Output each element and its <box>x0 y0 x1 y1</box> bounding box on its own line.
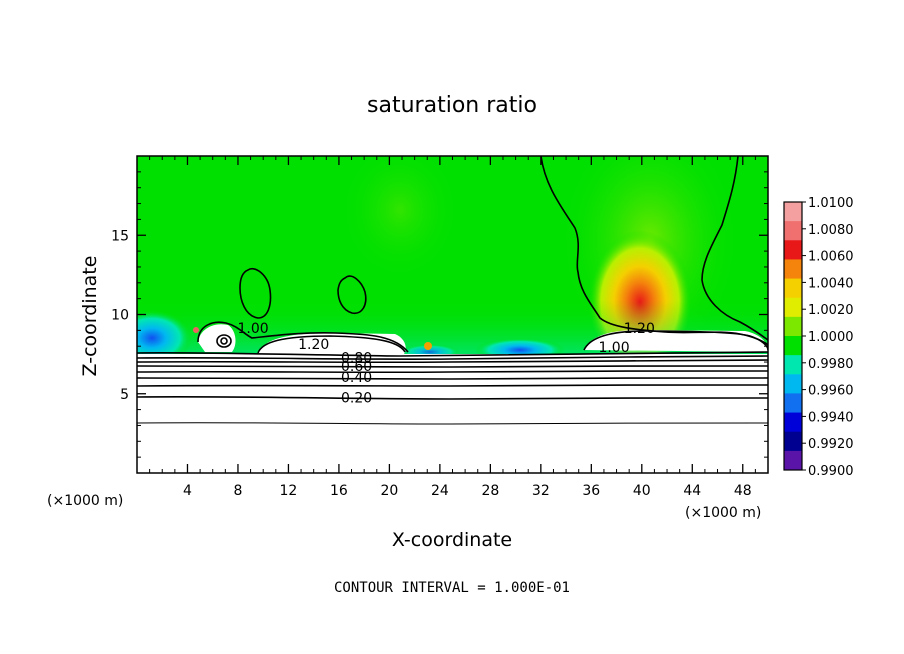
colorbar-swatch <box>784 259 802 280</box>
colorbar-swatch <box>784 278 802 299</box>
colorbar-label: 1.0100 <box>808 196 854 211</box>
contour-line <box>137 422 768 425</box>
colorbar: 1.0100 1.0080 1.0060 1.0040 1.0020 1.0000 0.99… <box>783 196 854 479</box>
contour-label: 1.00 <box>598 340 629 356</box>
colorbar-label: 0.9900 <box>808 464 854 479</box>
colorbar-swatch <box>784 316 802 337</box>
contour-interval-note: CONTOUR INTERVAL = 1.000E-01 <box>334 580 570 596</box>
contour-label: 1.00 <box>238 321 269 337</box>
x-tick-label: 24 <box>431 483 449 499</box>
cloud-region <box>584 330 768 352</box>
x-tick-label: 28 <box>481 483 499 499</box>
contour-line <box>137 351 768 357</box>
contour-line <box>137 359 768 364</box>
cloud-region <box>198 324 236 352</box>
colorbar-label: 1.0000 <box>808 330 854 345</box>
colorbar-label: 0.9980 <box>808 357 854 372</box>
contour-label: 1.20 <box>624 321 655 337</box>
colorbar-swatch <box>784 202 802 222</box>
contour-label: 0.20 <box>341 391 372 407</box>
warm-spot <box>424 342 432 350</box>
x-tick-label: 40 <box>633 483 651 499</box>
colorbar-label: 1.0060 <box>808 250 854 265</box>
colorbar-label: 0.9960 <box>808 384 854 399</box>
x-tick-label: 16 <box>330 483 348 499</box>
contour-line <box>239 268 272 319</box>
x-tick-label: 44 <box>683 483 701 499</box>
x-tick-label: 12 <box>280 483 298 499</box>
contour-line <box>137 355 768 361</box>
contour-line <box>137 377 768 380</box>
colorbar-swatch <box>784 374 802 394</box>
x-tick-label: 48 <box>734 483 752 499</box>
contour-line <box>701 156 768 341</box>
colorbar-swatch <box>784 431 802 452</box>
x-tick-label: 32 <box>532 483 550 499</box>
warm-spot <box>193 327 199 333</box>
contour-line <box>220 337 228 345</box>
colorbar-swatch <box>784 355 802 375</box>
contour-label: 0.60 <box>341 359 372 375</box>
colorbar-swatch <box>784 450 802 471</box>
y-tick-label: 15 <box>111 228 129 244</box>
contour-line <box>197 321 409 353</box>
x-tick-label: 8 <box>233 483 242 499</box>
contour-line <box>137 396 768 400</box>
colorbar-swatch <box>784 393 802 414</box>
colorbar-swatch <box>784 336 802 356</box>
cold-region <box>137 310 192 366</box>
colorbar-label: 1.0040 <box>808 276 854 291</box>
contour-labels: 1.00 1.20 0.800.600.40 0.20 1.20 1.00 <box>238 321 655 407</box>
colorbar-swatch <box>784 297 802 318</box>
contour-line <box>583 330 768 351</box>
colorbar-swatch <box>784 412 802 433</box>
x-tick-label: 4 <box>183 483 192 499</box>
chart-title: saturation ratio <box>367 93 537 118</box>
warm-halo <box>340 156 460 280</box>
contour-line <box>216 334 232 348</box>
x-axis-label: X-coordinate <box>392 529 512 551</box>
contour-label: 1.20 <box>298 337 329 353</box>
contour-line <box>137 384 768 387</box>
contour-line <box>337 275 367 315</box>
colorbar-label: 0.9940 <box>808 410 854 425</box>
contour-line <box>137 365 768 368</box>
colorbar-label: 1.0080 <box>808 223 854 238</box>
contour-line <box>257 335 406 354</box>
x-unit-right: (×1000 m) <box>685 505 761 521</box>
x-tick-label: 20 <box>380 483 398 499</box>
y-axis-label: Z-coordinate <box>79 256 101 377</box>
contour-label: 0.40 <box>341 370 372 386</box>
y-tick-label: 5 <box>120 387 129 403</box>
colorbar-label: 1.0020 <box>808 303 854 318</box>
lower-region <box>137 354 768 473</box>
contour-label: 0.80 <box>341 350 372 366</box>
x-unit-left: (×1000 m) <box>47 493 123 509</box>
x-tick-label: 36 <box>582 483 600 499</box>
plot-field: 1.00 1.20 0.800.600.40 0.20 1.20 1.00 <box>137 156 768 473</box>
contour-line <box>137 370 768 374</box>
colorbar-swatch <box>784 240 802 260</box>
y-tick-label: 10 <box>111 308 129 324</box>
colorbar-label: 0.9920 <box>808 437 854 452</box>
contour-lines <box>137 156 768 425</box>
colorbar-swatch <box>784 221 802 241</box>
